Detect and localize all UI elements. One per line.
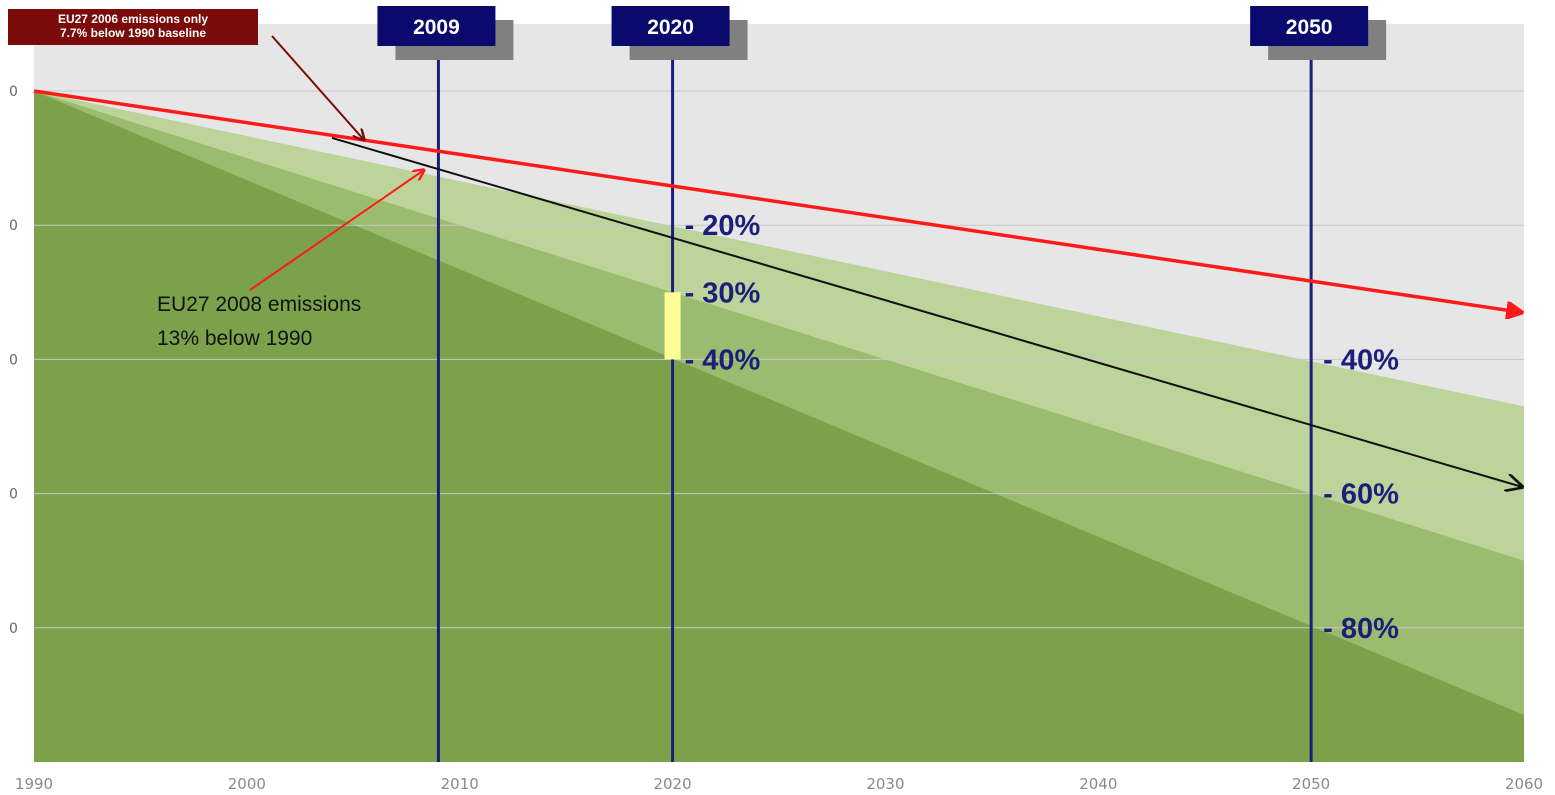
percentage-label-layer: - 20% - 30% - 40% - 40% - 60% - 80% (685, 210, 1400, 645)
y-tick-3: 0 (9, 487, 18, 503)
pct-label-3: - 40% (1323, 344, 1399, 376)
marker-label-2050: 2050 (1286, 16, 1333, 39)
note-2006-line1: EU27 2006 emissions only (57, 12, 209, 26)
pct-label-1: - 30% (685, 277, 761, 309)
pct-label-2: - 40% (685, 344, 761, 376)
x-tick-2030: 2030 (866, 775, 904, 793)
x-tick-2060: 2060 (1505, 775, 1543, 793)
x-tick-1990: 1990 (15, 775, 53, 793)
area-series-2 (34, 91, 1524, 762)
axis-layer: 1990 2000 2010 2020 2030 2040 2050 2060 0 0 0 0 0 (9, 84, 1543, 793)
note-2008-emissions: EU27 2008 emissions 13% below 1990 (157, 288, 361, 356)
pct-label-5: - 80% (1323, 613, 1399, 645)
note-2006-line2: 7.7% below 1990 baseline (59, 26, 207, 40)
trend-line-0 (33, 89, 1522, 312)
x-tick-2020: 2020 (653, 775, 691, 793)
x-tick-2000: 2000 (228, 775, 266, 793)
year-marker-layer: 2009 2020 2050 (377, 6, 1387, 762)
target-range-2020 (664, 292, 681, 360)
trend-line-1 (331, 137, 1522, 487)
note-2008-line1: EU27 2008 emissions (157, 293, 362, 316)
y-tick-1: 0 (9, 218, 18, 234)
x-tick-2040: 2040 (1079, 775, 1117, 793)
trend-line-layer (33, 35, 1522, 487)
note-2006-pointer (271, 35, 364, 140)
pct-label-4: - 60% (1323, 479, 1399, 511)
y-tick-4: 0 (9, 621, 18, 637)
area-series-layer (34, 91, 1524, 762)
gridline-layer (34, 90, 1524, 629)
y-tick-2: 0 (9, 352, 18, 368)
y-tick-0: 0 (9, 84, 18, 100)
pct-label-0: - 20% (685, 210, 761, 242)
note-2008-pointer (249, 170, 424, 291)
x-tick-2010: 2010 (441, 775, 479, 793)
marker-box-2020 (611, 6, 730, 46)
marker-box-2050 (1250, 6, 1369, 46)
note-2006-emissions: EU27 2006 emissions only 7.7% below 1990… (8, 9, 258, 45)
x-tick-2050: 2050 (1292, 775, 1330, 793)
marker-box-2009 (377, 6, 496, 46)
note-2008-line2: 13% below 1990 (157, 327, 313, 350)
marker-label-2009: 2009 (413, 16, 460, 39)
marker-label-2020: 2020 (647, 16, 694, 39)
